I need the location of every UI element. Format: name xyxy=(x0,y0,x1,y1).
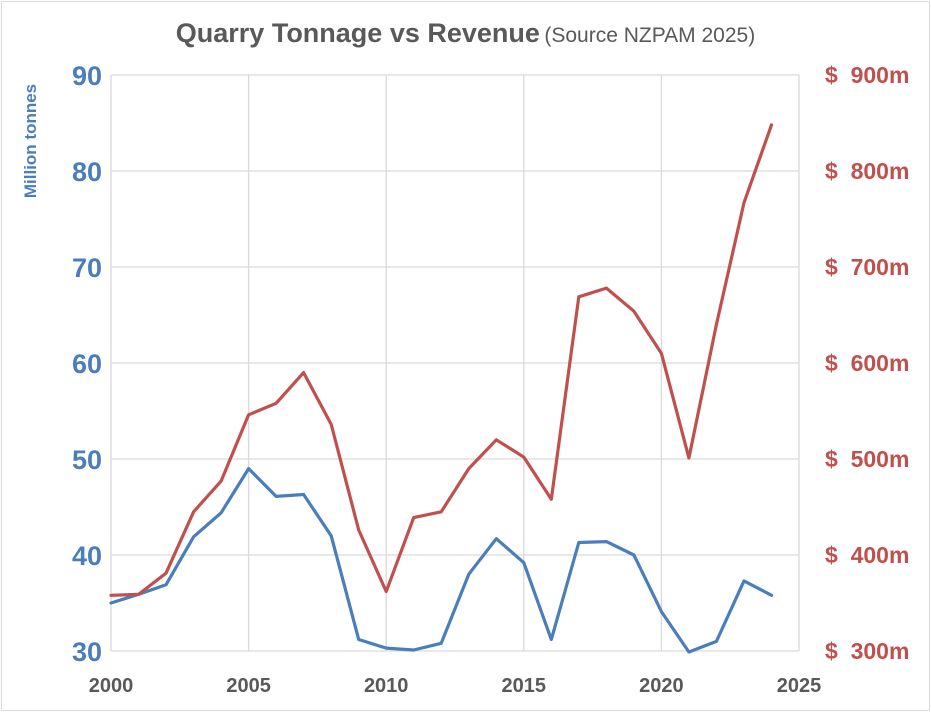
x-tick-label: 2025 xyxy=(777,675,822,697)
y-tick-right-label: $ 700m xyxy=(825,254,909,280)
y-tick-left-label: 90 xyxy=(72,61,102,91)
tonnage-line xyxy=(109,467,774,654)
gridlines xyxy=(110,74,800,652)
y-tick-right-label: $ 900m xyxy=(825,62,909,88)
y-tick-right-label: $ 400m xyxy=(825,542,909,568)
y-tick-left-label: 30 xyxy=(72,637,102,667)
x-tick-label: 2015 xyxy=(502,675,547,697)
y-axis-left-label: Million tonnes xyxy=(21,84,40,198)
x-tick-label: 2020 xyxy=(639,675,684,697)
x-tick-label: 2010 xyxy=(364,675,409,697)
y-tick-right-label: $ 500m xyxy=(825,446,909,472)
chart-subtitle: (Source NZPAM 2025) xyxy=(544,24,756,47)
y-axis-left: 30 40 50 60 70 80 90 xyxy=(72,61,102,667)
y-tick-left-label: 60 xyxy=(72,349,102,379)
y-tick-right-label: $ 600m xyxy=(825,350,909,376)
chart-title-main: Quarry Tonnage vs Revenue xyxy=(175,18,540,48)
x-axis: 2000 2005 2010 2015 2020 2025 xyxy=(89,675,822,697)
x-tick-label: 2000 xyxy=(89,675,134,697)
y-tick-right-label: $ 300m xyxy=(825,638,909,664)
y-tick-left-label: 50 xyxy=(72,445,102,475)
y-tick-right-label: $ 800m xyxy=(825,158,909,184)
chart-title: Quarry Tonnage vs Revenue (Source NZPAM … xyxy=(0,18,931,49)
series-lines xyxy=(109,123,774,654)
y-tick-left-label: 40 xyxy=(72,541,102,571)
y-tick-left-label: 80 xyxy=(72,157,102,187)
revenue-line xyxy=(109,123,774,597)
x-tick-label: 2005 xyxy=(226,675,271,697)
y-tick-left-label: 70 xyxy=(72,253,102,283)
y-axis-right: $ 300m $ 400m $ 500m $ 600m $ 700m $ 800m $ 90… xyxy=(825,62,909,664)
